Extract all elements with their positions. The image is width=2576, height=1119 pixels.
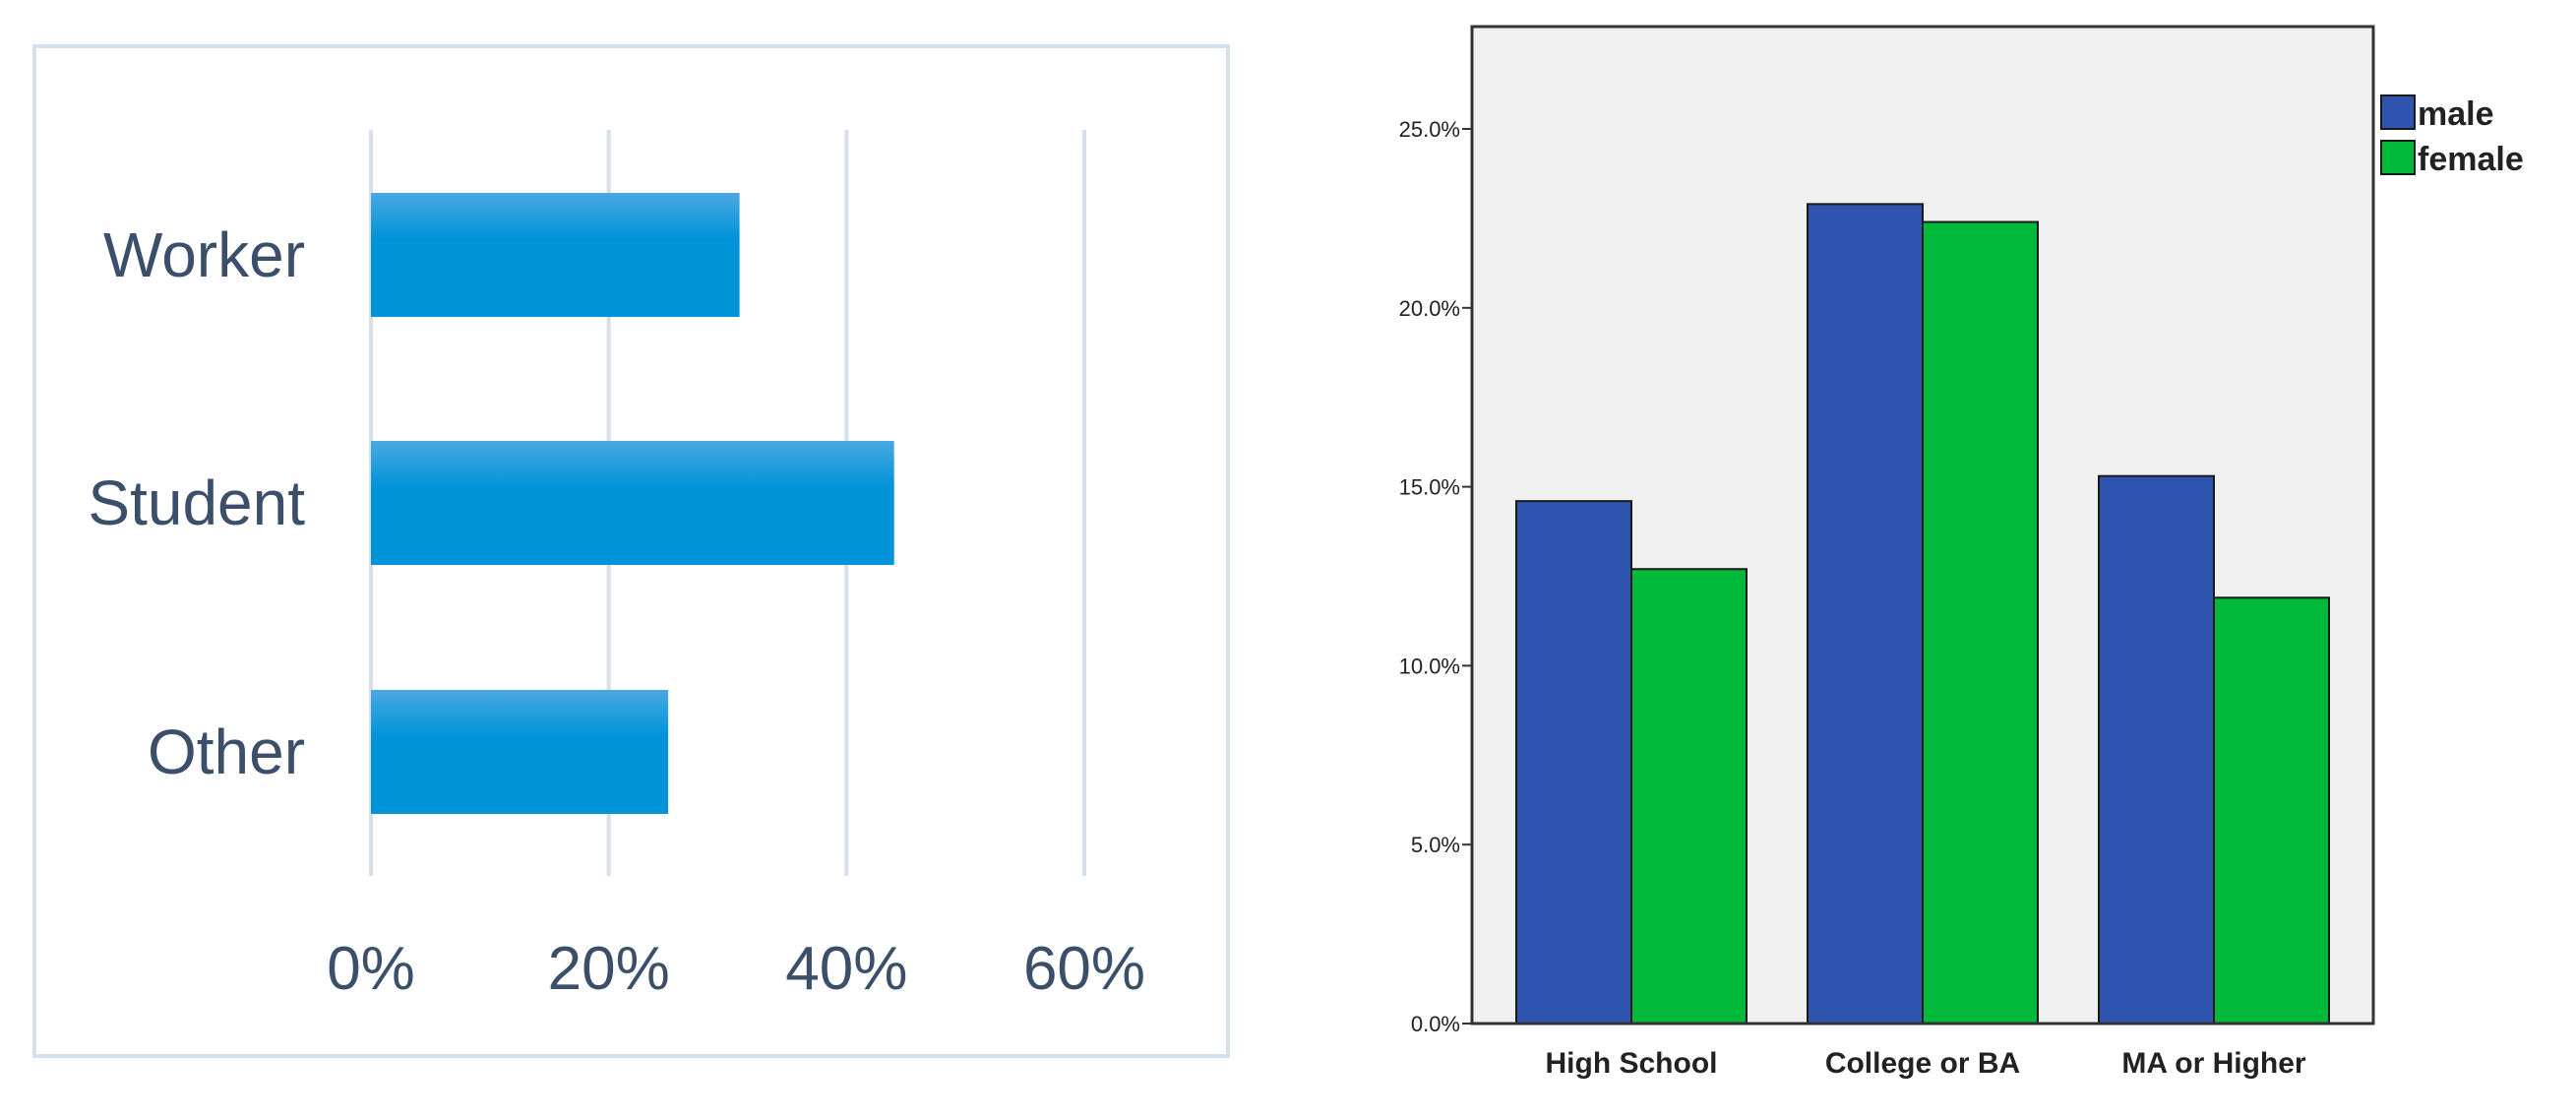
bar-high-school-male (1515, 500, 1632, 1026)
x-tick-label-60: 60% (1023, 935, 1145, 1003)
y-tick-label-15-0: 15.0% (1399, 475, 1460, 500)
bar-college-or-ba-female (1922, 220, 2039, 1025)
legend-label-male: male (2418, 95, 2494, 133)
x-category-label-ma-or-higher: MA or Higher (2121, 1047, 2306, 1080)
bar-college-or-ba-male (1807, 203, 1924, 1025)
category-label-student: Student (88, 467, 305, 538)
employment-bar-chart-svg: 0% 20% 40% 60% Worker Student Other (32, 44, 1230, 1058)
category-label-worker: Worker (103, 219, 305, 290)
education-gender-bar-chart: 0.0% 5.0% 10.0% 15.0% 20.0% 25.0% High School C… (1279, 0, 2576, 1114)
bar-worker (371, 193, 740, 317)
x-category-label-college-or-ba: College or BA (1825, 1047, 2020, 1080)
category-label-other: Other (148, 716, 305, 787)
legend-label-female: female (2418, 141, 2524, 178)
y-tick-label-25-0: 25.0% (1399, 117, 1460, 142)
y-tick-label-5-0: 5.0% (1411, 833, 1460, 857)
y-tick-label-0-0: 0.0% (1411, 1012, 1460, 1036)
bar-student (371, 441, 894, 565)
employment-bar-chart: 0% 20% 40% 60% Worker Student Other (0, 0, 1279, 1114)
legend-swatch-female (2380, 140, 2416, 175)
x-tick-label-0: 0% (327, 935, 415, 1003)
bar-high-school-female (1630, 568, 1748, 1026)
y-tick-label-10-0: 10.0% (1399, 653, 1460, 678)
bar-other (371, 690, 669, 814)
bar-ma-or-higher-female (2213, 596, 2330, 1025)
x-tick-label-20: 20% (548, 935, 670, 1003)
education-gender-bar-chart-svg: 0.0% 5.0% 10.0% 15.0% 20.0% 25.0% High School C… (1399, 25, 2524, 1080)
bar-ma-or-higher-male (2098, 474, 2215, 1025)
x-tick-label-40: 40% (785, 935, 907, 1003)
y-tick-label-20-0: 20.0% (1399, 296, 1460, 321)
legend-swatch-male (2380, 94, 2416, 130)
x-category-label-high-school: High School (1546, 1047, 1718, 1080)
